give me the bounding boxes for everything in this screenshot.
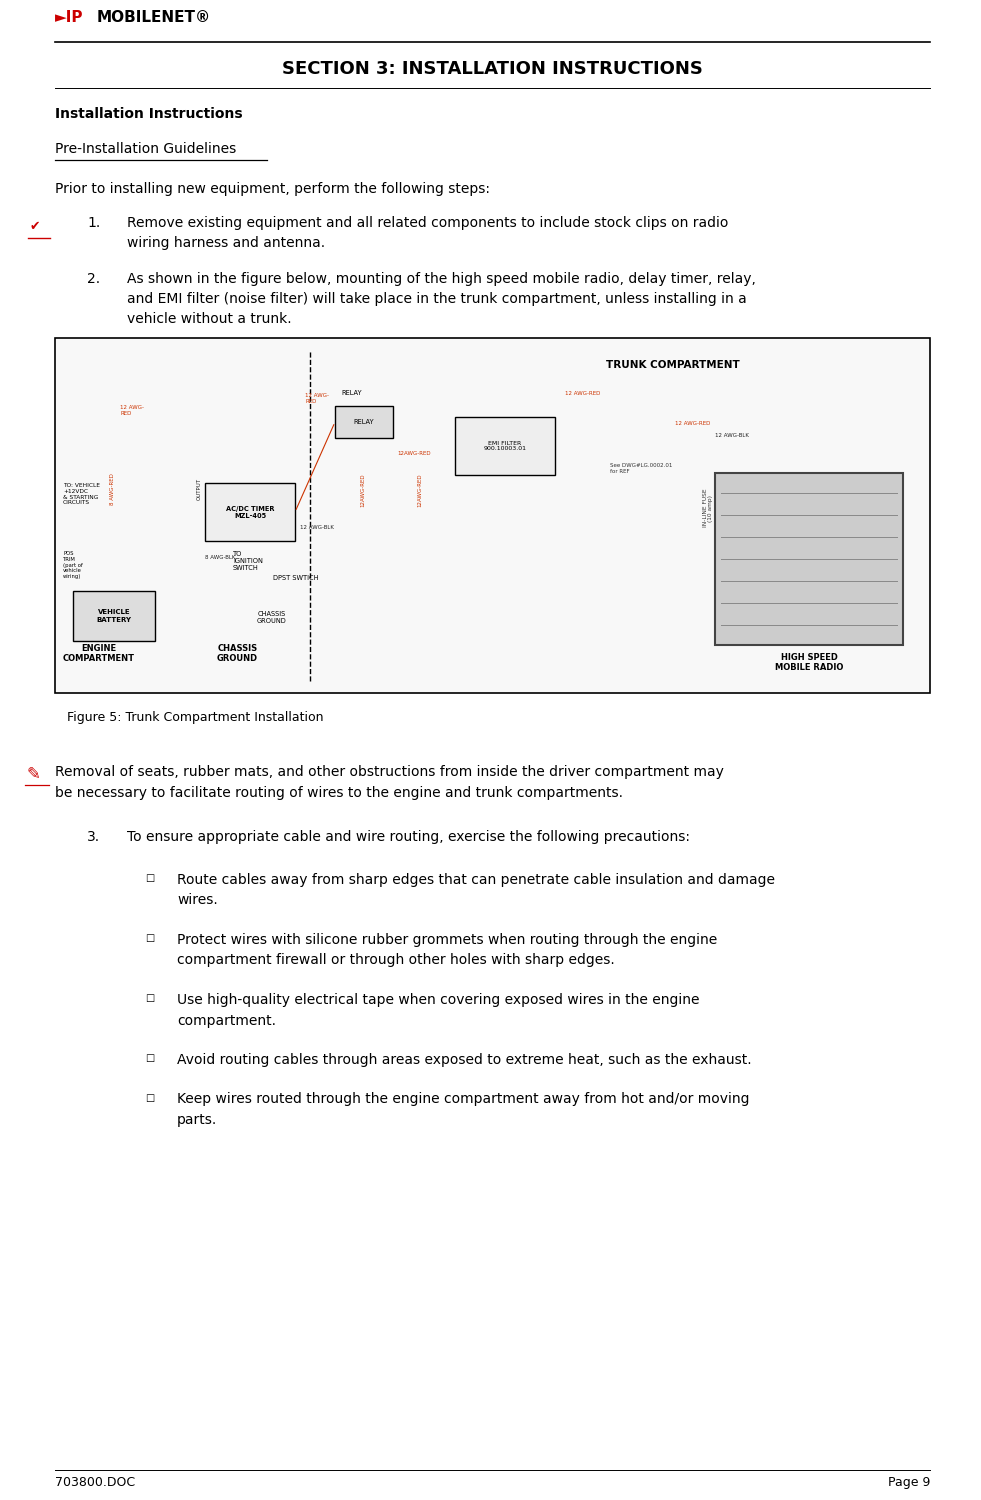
Text: SECTION 3: INSTALLATION INSTRUCTIONS: SECTION 3: INSTALLATION INSTRUCTIONS xyxy=(283,60,703,78)
Text: wires.: wires. xyxy=(177,894,218,908)
Text: CHASSIS
GROUND: CHASSIS GROUND xyxy=(257,610,286,624)
Bar xyxy=(335,406,393,438)
Text: Route cables away from sharp edges that can penetrate cable insulation and damag: Route cables away from sharp edges that … xyxy=(177,873,775,886)
Text: ✔: ✔ xyxy=(30,220,40,232)
Text: Avoid routing cables through areas exposed to extreme heat, such as the exhaust.: Avoid routing cables through areas expos… xyxy=(177,1053,751,1066)
Text: VEHICLE
BATTERY: VEHICLE BATTERY xyxy=(96,609,131,622)
Text: POS
TRIM
(part of
vehicle
wiring): POS TRIM (part of vehicle wiring) xyxy=(63,550,82,579)
Text: ✎: ✎ xyxy=(27,765,41,783)
Text: 12 AWG-
RED: 12 AWG- RED xyxy=(305,393,329,404)
Text: OUTPUT: OUTPUT xyxy=(197,478,202,500)
Text: To ensure appropriate cable and wire routing, exercise the following precautions: To ensure appropriate cable and wire rou… xyxy=(127,830,690,844)
Text: 8 AWG-BLK: 8 AWG-BLK xyxy=(205,555,235,560)
Text: EMI FILTER
900.10003.01: EMI FILTER 900.10003.01 xyxy=(484,441,527,452)
Text: 12 AWG-BLK: 12 AWG-BLK xyxy=(300,525,334,530)
Text: 1.: 1. xyxy=(87,216,100,229)
Text: □: □ xyxy=(145,1092,154,1102)
Text: Page 9: Page 9 xyxy=(888,1476,930,1490)
Text: 12 AWG-
RED: 12 AWG- RED xyxy=(120,405,144,416)
Bar xyxy=(715,472,903,645)
Text: As shown in the figure below, mounting of the high speed mobile radio, delay tim: As shown in the figure below, mounting o… xyxy=(127,272,756,286)
Text: HIGH SPEED
MOBILE RADIO: HIGH SPEED MOBILE RADIO xyxy=(775,652,844,672)
Text: RELAY: RELAY xyxy=(354,419,375,424)
Text: Prior to installing new equipment, perform the following steps:: Prior to installing new equipment, perfo… xyxy=(55,182,490,196)
Text: Pre-Installation Guidelines: Pre-Installation Guidelines xyxy=(55,142,236,156)
Text: IN-LINE FUSE
(10 amp): IN-LINE FUSE (10 amp) xyxy=(702,489,713,528)
Text: Keep wires routed through the engine compartment away from hot and/or moving: Keep wires routed through the engine com… xyxy=(177,1092,749,1107)
Text: □: □ xyxy=(145,1053,154,1064)
Text: □: □ xyxy=(145,993,154,1004)
Text: Use high-quality electrical tape when covering exposed wires in the engine: Use high-quality electrical tape when co… xyxy=(177,993,699,1006)
Bar xyxy=(73,591,155,640)
Bar xyxy=(455,417,555,476)
Text: ►IP: ►IP xyxy=(55,10,83,26)
Text: MOBILENET®: MOBILENET® xyxy=(97,10,211,26)
Text: 12AWG-RED: 12AWG-RED xyxy=(397,452,431,456)
Text: □: □ xyxy=(145,873,154,883)
Text: and EMI filter (noise filter) will take place in the trunk compartment, unless i: and EMI filter (noise filter) will take … xyxy=(127,292,747,306)
Text: 12AWG-RED: 12AWG-RED xyxy=(360,472,365,507)
Text: CHASSIS
GROUND: CHASSIS GROUND xyxy=(217,644,258,663)
Text: RELAY: RELAY xyxy=(341,390,362,396)
Text: 12AWG-RED: 12AWG-RED xyxy=(417,472,422,507)
Text: 12 AWG-RED: 12 AWG-RED xyxy=(675,422,710,426)
Text: □: □ xyxy=(145,933,154,944)
Bar xyxy=(205,483,295,542)
Text: See DWG#LG.0002.01
for REF: See DWG#LG.0002.01 for REF xyxy=(610,464,672,474)
Text: Protect wires with silicone rubber grommets when routing through the engine: Protect wires with silicone rubber gromm… xyxy=(177,933,717,946)
Text: DPST SWTICH: DPST SWTICH xyxy=(273,574,319,580)
Text: Figure 5: Trunk Compartment Installation: Figure 5: Trunk Compartment Installation xyxy=(67,711,324,724)
Text: ENGINE
COMPARTMENT: ENGINE COMPARTMENT xyxy=(63,644,135,663)
Text: 703800.DOC: 703800.DOC xyxy=(55,1476,135,1490)
Text: AC/DC TIMER
MZL-405: AC/DC TIMER MZL-405 xyxy=(226,506,275,519)
Text: compartment firewall or through other holes with sharp edges.: compartment firewall or through other ho… xyxy=(177,954,615,968)
Text: be necessary to facilitate routing of wires to the engine and trunk compartments: be necessary to facilitate routing of wi… xyxy=(55,786,623,800)
Text: TRUNK COMPARTMENT: TRUNK COMPARTMENT xyxy=(606,360,740,370)
Text: parts.: parts. xyxy=(177,1113,217,1126)
Text: 3.: 3. xyxy=(87,830,100,844)
Text: 2.: 2. xyxy=(87,272,100,286)
Bar xyxy=(55,338,930,693)
Text: Removal of seats, rubber mats, and other obstructions from inside the driver com: Removal of seats, rubber mats, and other… xyxy=(55,765,724,778)
Text: 8 AWG-RED: 8 AWG-RED xyxy=(110,472,115,506)
Text: Installation Instructions: Installation Instructions xyxy=(55,106,242,122)
Text: wiring harness and antenna.: wiring harness and antenna. xyxy=(127,236,325,250)
Text: compartment.: compartment. xyxy=(177,1014,276,1028)
Text: 12 AWG-RED: 12 AWG-RED xyxy=(565,392,600,396)
Text: TO: VEHICLE
+12VDC
& STARTING
CIRCUITS: TO: VEHICLE +12VDC & STARTING CIRCUITS xyxy=(63,483,100,506)
Text: 12 AWG-BLK: 12 AWG-BLK xyxy=(715,433,749,438)
Text: Remove existing equipment and all related components to include stock clips on r: Remove existing equipment and all relate… xyxy=(127,216,728,229)
Text: vehicle without a trunk.: vehicle without a trunk. xyxy=(127,312,291,326)
Text: TO
IGNITION
SWITCH: TO IGNITION SWITCH xyxy=(233,550,263,572)
